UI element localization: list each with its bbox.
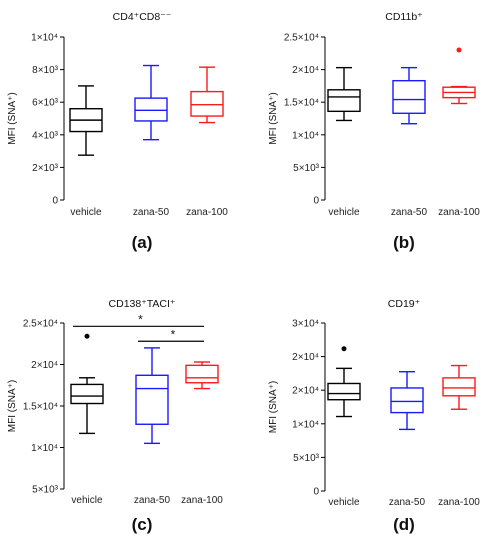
y-axis-label: MFI (SNA⁺)	[7, 380, 18, 433]
box-outlier-point	[456, 47, 462, 53]
y-tick-label: 0	[52, 196, 58, 207]
x-tick-label: zana-50	[391, 207, 428, 218]
y-tick-label: 1×10⁴	[292, 130, 319, 141]
y-tick-label: 2.5×10⁴	[284, 33, 319, 44]
box-iqr	[134, 97, 168, 122]
y-tick-label: 8×10³	[32, 65, 59, 76]
box-iqr	[190, 90, 224, 117]
y-axis-label: MFI (SNA⁺)	[268, 381, 279, 434]
panel-label: (c)	[132, 515, 153, 534]
box-outlier-point	[341, 346, 347, 352]
box-outlier-point	[84, 333, 90, 339]
box-iqr	[442, 377, 476, 397]
x-tick-label: zana-50	[134, 495, 171, 506]
box-iqr	[390, 387, 424, 414]
y-axis-label: MFI (SNA⁺)	[268, 92, 279, 145]
x-tick-label: zana-100	[438, 207, 480, 218]
y-tick-label: 2.5×10⁴	[23, 319, 58, 330]
panel-title: CD11b⁺	[385, 11, 423, 23]
y-tick-label: 5×10³	[32, 485, 59, 496]
y-tick-label: 0	[313, 487, 319, 498]
y-tick-label: 6×10³	[32, 98, 59, 109]
box-iqr	[327, 89, 361, 113]
y-tick-label: 1×10⁴	[292, 419, 319, 430]
x-tick-label: vehicle	[328, 497, 360, 508]
y-tick-label: 1×10⁴	[31, 443, 58, 454]
y-tick-label: 4×10³	[32, 130, 59, 141]
y-tick-label: 1.5×10⁴	[23, 402, 58, 413]
x-tick-label: zana-100	[438, 497, 480, 508]
x-tick-label: vehicle	[71, 495, 103, 506]
y-tick-label: 2×10⁴	[292, 352, 319, 363]
y-tick-label: 5×10³	[293, 453, 320, 464]
panel-label: (b)	[393, 233, 415, 252]
box-iqr	[70, 383, 104, 405]
x-tick-label: vehicle	[328, 207, 360, 218]
y-tick-label: 0	[313, 196, 319, 207]
y-tick-label: 5×10³	[293, 163, 320, 174]
significance-marker: *	[171, 327, 176, 341]
panel-title: CD4⁺CD8⁻⁻	[113, 11, 172, 23]
y-tick-label: 1.5×10⁴	[284, 98, 319, 109]
y-tick-label: 2×10⁴	[31, 360, 58, 371]
y-tick-label: 3×10⁴	[292, 319, 319, 330]
box-iqr	[135, 374, 169, 425]
panel-title: CD138⁺TACI⁺	[109, 298, 176, 310]
y-tick-label: 2×10³	[32, 163, 59, 174]
panel-label: (a)	[132, 233, 153, 252]
x-tick-label: zana-50	[133, 207, 170, 218]
y-tick-label: 2×10⁴	[292, 386, 319, 397]
panel-title: CD19⁺	[388, 298, 421, 310]
x-tick-label: zana-100	[181, 495, 223, 506]
x-tick-label: zana-100	[186, 207, 228, 218]
x-tick-label: vehicle	[70, 207, 102, 218]
significance-marker: *	[138, 312, 143, 326]
box-iqr	[327, 382, 361, 401]
y-tick-label: 1×10⁴	[31, 33, 58, 44]
box-iqr	[185, 364, 219, 384]
x-tick-label: zana-50	[389, 497, 426, 508]
y-axis-label: MFI (SNA⁺)	[7, 92, 18, 145]
y-tick-label: 2×10⁴	[292, 65, 319, 76]
box-iqr	[392, 79, 426, 114]
panel-label: (d)	[393, 515, 415, 534]
